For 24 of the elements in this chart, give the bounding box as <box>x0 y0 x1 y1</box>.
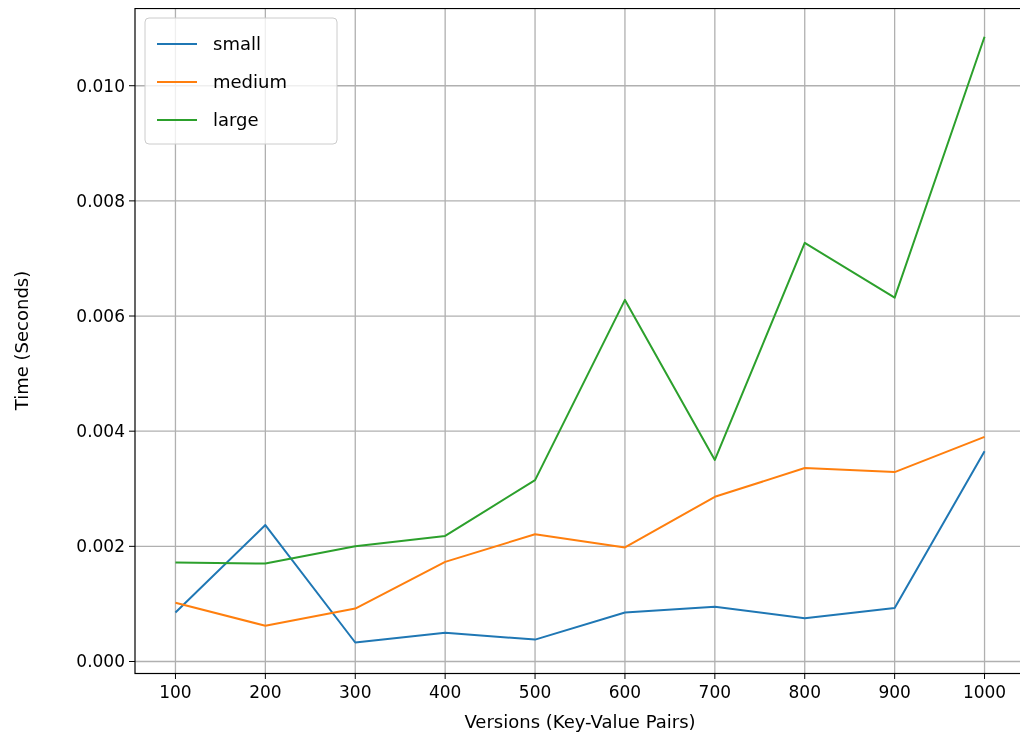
y-tick-label: 0.004 <box>76 421 125 442</box>
x-tick-label: 900 <box>878 682 911 702</box>
x-tick-label: 700 <box>698 682 732 702</box>
y-tick-label: 0.002 <box>76 536 125 557</box>
line-series <box>174 435 986 627</box>
y-tick-label: 0.000 <box>76 651 125 672</box>
x-tick-label: 200 <box>249 682 282 702</box>
y-tick-label: 0.006 <box>76 306 125 327</box>
x-tick-label: 800 <box>788 682 821 702</box>
x-tick-label: 500 <box>518 682 552 702</box>
y-tick-label: 0.010 <box>76 75 125 96</box>
y-tick-label: 0.008 <box>76 190 125 211</box>
x-axis-title: Versions (Key-Value Pairs) <box>464 711 696 732</box>
legend-label: medium <box>213 71 287 92</box>
x-tick-label: 600 <box>608 682 642 702</box>
line-series <box>174 35 986 565</box>
x-tick-label: 1000 <box>962 682 1007 702</box>
y-axis-title: Time (Seconds) <box>11 270 32 412</box>
x-tick-label: 400 <box>428 682 462 702</box>
x-tick-label: 300 <box>339 682 372 702</box>
legend-label: small <box>213 33 261 54</box>
x-tick-label: 100 <box>159 682 192 702</box>
line-series <box>174 450 986 644</box>
legend-label: large <box>213 109 259 130</box>
